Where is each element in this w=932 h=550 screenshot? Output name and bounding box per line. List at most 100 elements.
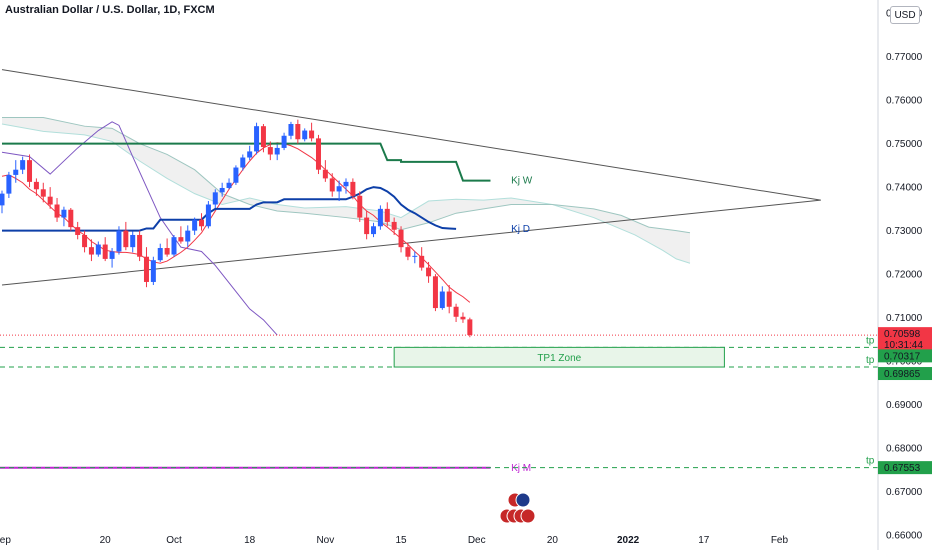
price-tick: 0.77000 (886, 52, 923, 63)
lagging-span (1, 121, 278, 336)
price-tag-value: 0.67553 (884, 463, 921, 474)
price-tick: 0.73000 (886, 226, 923, 237)
candle-body (75, 227, 81, 235)
kijun-w-label: Kj W (511, 176, 533, 187)
price-tag-countdown: 10:31:44 (884, 340, 923, 351)
price-tag-2 (878, 349, 932, 363)
candle-body (432, 276, 438, 309)
candle-body (13, 169, 19, 175)
candle-body (150, 260, 156, 282)
candle-body (391, 221, 397, 230)
candle-body (281, 135, 287, 148)
candle-body (329, 178, 335, 192)
candle-body (226, 182, 232, 188)
price-tag-value: 0.70317 (884, 351, 921, 362)
candle-body (33, 181, 39, 190)
candle-body (61, 209, 67, 218)
candle-body (68, 209, 74, 228)
candle-body (6, 174, 12, 194)
price-tick: 0.71000 (886, 313, 923, 324)
time-tick: Nov (316, 535, 334, 546)
symbol-title[interactable]: Australian Dollar / U.S. Dollar, 1D, FXC… (5, 4, 215, 16)
candle-body (453, 306, 459, 317)
candle-body (254, 126, 260, 152)
candle-body (343, 181, 349, 187)
candle-body (130, 234, 136, 248)
price-tick: 0.74000 (886, 183, 923, 194)
candle-body (419, 255, 425, 268)
candle-body (137, 234, 143, 257)
candle-body (295, 124, 301, 140)
candle-body (205, 204, 211, 227)
price-tick: 0.72000 (886, 270, 923, 281)
candle-body (322, 169, 328, 179)
senkou-span-a (1, 123, 691, 264)
candle-body (398, 229, 404, 248)
time-tick: 15 (395, 535, 407, 546)
event-flags (499, 492, 536, 524)
price-tag-1 (878, 327, 932, 352)
price-tick: 0.75000 (886, 139, 923, 150)
candle-body (109, 251, 115, 259)
trendline-2 (1, 199, 821, 286)
time-tick: 20 (547, 535, 559, 546)
price-tick: 0.76000 (886, 96, 923, 107)
au-flag-icon (515, 492, 531, 508)
candle-body (315, 138, 321, 170)
candles (0, 119, 473, 338)
candle-body (357, 195, 363, 218)
candle-body (102, 244, 108, 259)
trendline-1 (1, 69, 821, 201)
candle-body (267, 147, 273, 155)
candle-body (247, 151, 253, 158)
triangle-trendlines (1, 69, 821, 286)
candle-body (426, 267, 432, 277)
currency-button[interactable]: USD (890, 6, 920, 24)
candle-body (164, 248, 170, 255)
candle-body (192, 219, 198, 231)
price-tag-value: 0.69865 (884, 369, 921, 380)
time-tick: 20 (100, 535, 112, 546)
candle-body (40, 189, 46, 197)
candle-body (178, 237, 184, 242)
tp1-zone (393, 346, 725, 368)
candle-body (467, 319, 473, 336)
candle-body (377, 208, 383, 227)
candle-body (20, 160, 26, 170)
time-tick: 2022 (617, 535, 640, 546)
candle-body (274, 147, 280, 155)
candle-body (302, 130, 308, 140)
time-tick: Dec (468, 535, 486, 546)
price-tag-3 (878, 367, 932, 381)
kijun-m-label: Kj M (511, 463, 531, 474)
candle-body (171, 237, 177, 255)
candle-body (27, 160, 33, 182)
tp-label-2: tp (866, 355, 875, 366)
kijun-d-label: Kj D (511, 224, 530, 235)
candle-body (88, 247, 94, 255)
senkou-span-b (2, 116, 691, 234)
price-tag-4 (878, 461, 932, 475)
candle-body (364, 217, 370, 235)
candle-body (446, 291, 452, 307)
tp1-zone-label: TP1 Zone (537, 353, 581, 364)
time-tick: 18 (244, 535, 256, 546)
cloud-fill (2, 117, 690, 264)
candle-body (384, 208, 390, 222)
candle-body (260, 126, 266, 148)
tp-label-1: tp (866, 335, 875, 346)
time-tick: 17 (698, 535, 710, 546)
candle-body (439, 291, 445, 309)
candle-body (157, 248, 163, 261)
time-tick: Feb (771, 535, 789, 546)
candle-body (240, 157, 246, 168)
candle-body (0, 193, 5, 206)
candle-body (54, 204, 60, 218)
candle-body (412, 255, 418, 257)
price-tick: 0.67000 (886, 487, 923, 498)
candle-body (405, 247, 411, 257)
candle-body (460, 316, 466, 320)
candle-body (288, 124, 294, 136)
candle-body (212, 192, 218, 205)
